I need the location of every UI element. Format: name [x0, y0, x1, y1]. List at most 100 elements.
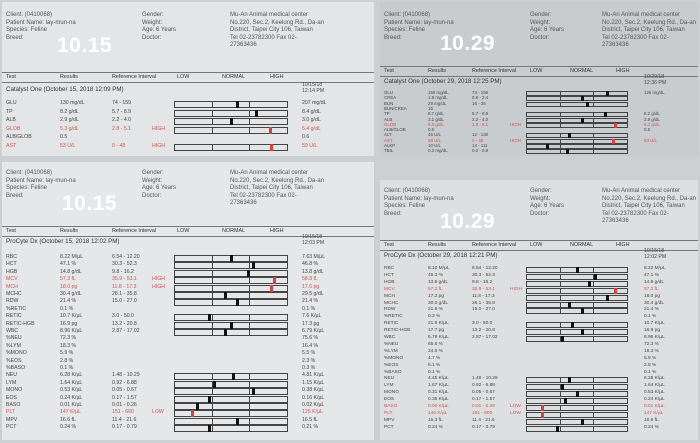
- header-divider: [2, 72, 374, 73]
- previous-result: 8.22 M/µL: [644, 266, 666, 271]
- range-gauge: [174, 425, 288, 433]
- client-line: Breed:: [384, 34, 402, 41]
- gauge-divider: [593, 399, 594, 404]
- test-name: ALB: [6, 117, 16, 123]
- result-row: ALB/GLOB 0.6 0.5: [380, 127, 698, 135]
- test-result: 29 mg/dL: [428, 100, 447, 106]
- test-result: 17.7 pg: [428, 328, 445, 334]
- test-result: 6.79 K/µL: [428, 335, 449, 340]
- test-name: RBC: [384, 266, 395, 271]
- clinic-line: 27363436: [230, 42, 257, 48]
- reference-interval: 2.2 - 4.0: [112, 117, 132, 123]
- gauge-marker: [207, 425, 211, 433]
- previous-result: 58.8 fL: [302, 276, 318, 283]
- range-gauge: [526, 267, 628, 273]
- test-name: GLOB: [6, 125, 21, 132]
- gauge-divider: [248, 330, 250, 335]
- range-gauge: [174, 321, 288, 329]
- previous-result: 2.3 %: [302, 357, 316, 364]
- reference-interval: 0.17 - 0.79: [472, 424, 495, 430]
- gauge-divider: [211, 389, 213, 395]
- clinic-block: Mu-An Animal medical center No.220, Sec.2…: [602, 12, 696, 50]
- result-row: MCH 17.2 pg 11.8 - 17.3 18.0 pg: [380, 294, 698, 302]
- result-row: CREA 1.8 mg/dL 0.8 - 2.4: [380, 95, 698, 103]
- reference-interval: 15.0 - 27.0: [472, 307, 495, 313]
- test-name: RETIC-HGB: [6, 320, 35, 327]
- column-header: LOW: [177, 228, 190, 234]
- column-header: Results: [428, 242, 446, 248]
- pet-line: Weight:: [142, 19, 163, 26]
- previous-result: 75.6 %: [302, 335, 319, 342]
- pet-line: Weight:: [142, 177, 163, 184]
- reference-interval: 5.7 - 8.9: [472, 111, 489, 117]
- gauge-divider: [560, 150, 561, 154]
- gauge-divider: [248, 411, 250, 417]
- reference-interval: 16 - 36: [472, 100, 486, 106]
- gauge-divider: [248, 102, 250, 107]
- result-row: BASO 0.00 K/µL 0.01 - 0.26 LOW 0.01 K/µL: [380, 404, 698, 412]
- test-name: ALKP: [384, 143, 396, 148]
- previous-result: 47.1 %: [644, 272, 659, 278]
- test-result: 14.8 g/dL: [60, 268, 82, 275]
- gauge-marker: [556, 425, 559, 432]
- result-row: RETIC 21.9 K/µL 3.0 - 50.0 10.7 K/µL: [380, 321, 698, 329]
- reference-interval: 0.92 - 6.88: [472, 383, 495, 389]
- clinic-line: District, Taipei City 106, Taiwan: [230, 27, 313, 33]
- test-name: %NEU: [6, 335, 22, 342]
- gauge-divider: [560, 113, 561, 117]
- range-gauge: [174, 262, 288, 270]
- gauge-marker: [230, 321, 233, 329]
- gauge-marker: [272, 277, 276, 285]
- column-header: Results: [60, 228, 78, 234]
- reference-interval: 0.17 - 1.57: [472, 397, 495, 403]
- test-result: 0.3 mg/dL: [428, 148, 448, 154]
- test-result: 18.3 %: [60, 342, 77, 349]
- reference-interval: 11.4 - 21.6: [472, 417, 495, 423]
- client-block: Client: (0410068) Patient Name: lay-mun-n…: [6, 12, 76, 42]
- test-name: NEU: [6, 372, 17, 379]
- previous-result: 16.5 fL: [302, 416, 318, 423]
- gauge-divider: [560, 274, 561, 279]
- column-header: LOW: [530, 68, 543, 74]
- previous-result: 0.02 K/µL: [302, 402, 325, 408]
- test-result: 2.8 %: [60, 357, 74, 364]
- range-gauge: [526, 425, 628, 432]
- gauge-divider: [560, 288, 561, 293]
- gauge-marker: [541, 411, 544, 418]
- range-gauge: [526, 117, 628, 123]
- report-timestamp: 12:36 PM: [644, 80, 667, 86]
- previous-result: 4.81 K/µL: [302, 372, 325, 379]
- report-photo-catalyst-oct15: Client: (0410068) Patient Name: lay-mun-n…: [2, 2, 374, 156]
- result-flag: HIGH: [152, 142, 165, 149]
- reference-interval: 6.54 - 12.20: [472, 266, 498, 271]
- gauge-divider: [211, 256, 213, 261]
- result-row: GLOB 5.6 g/dL 2.8 - 5.1 HIGH 5.3 g/dL: [380, 122, 698, 130]
- gauge-divider: [593, 139, 594, 143]
- clinic-line: 27363436: [602, 218, 629, 224]
- test-result: 1.67 K/µL: [428, 383, 449, 389]
- section-title: Catalyst One (October 29, 2018 12:25 PM): [384, 78, 502, 85]
- gauge-marker: [270, 284, 274, 292]
- gauge-marker: [270, 143, 274, 151]
- test-result: 0.24 %: [60, 424, 77, 431]
- test-name: GLU: [384, 90, 394, 95]
- range-gauge: [526, 149, 628, 155]
- clinic-line: Tel 02-23782300 Fax 02-: [230, 34, 297, 41]
- pet-line: Gender:: [530, 188, 552, 194]
- gauge-marker: [581, 418, 584, 425]
- pet-line: Age: 6 Years: [530, 203, 565, 209]
- range-gauge: [526, 336, 628, 342]
- test-result: 17.2 pg: [428, 293, 445, 299]
- result-row: MCH 18.0 pg 11.8 - 17.3 HIGH 17.6 pg: [2, 284, 374, 292]
- gauge-divider: [211, 315, 213, 321]
- result-row: MCHC 30.0 g/dL 28.1 - 35.8 30.4 g/dL: [380, 301, 698, 309]
- header-divider: [380, 66, 698, 67]
- reference-interval: 28.1 - 35.8: [112, 291, 137, 297]
- gauge-divider: [248, 110, 250, 116]
- clinic-line: District, Taipei City 106, Taiwan: [602, 203, 685, 209]
- gauge-marker: [224, 292, 228, 299]
- reference-interval: 35.9 - 53.1: [112, 276, 137, 283]
- column-header: Reference Interval: [472, 242, 517, 248]
- result-row: RBC 8.22 M/µL 6.54 - 12.20 7.63 M/µL: [2, 254, 374, 262]
- previous-result: 5.9 %: [644, 355, 657, 361]
